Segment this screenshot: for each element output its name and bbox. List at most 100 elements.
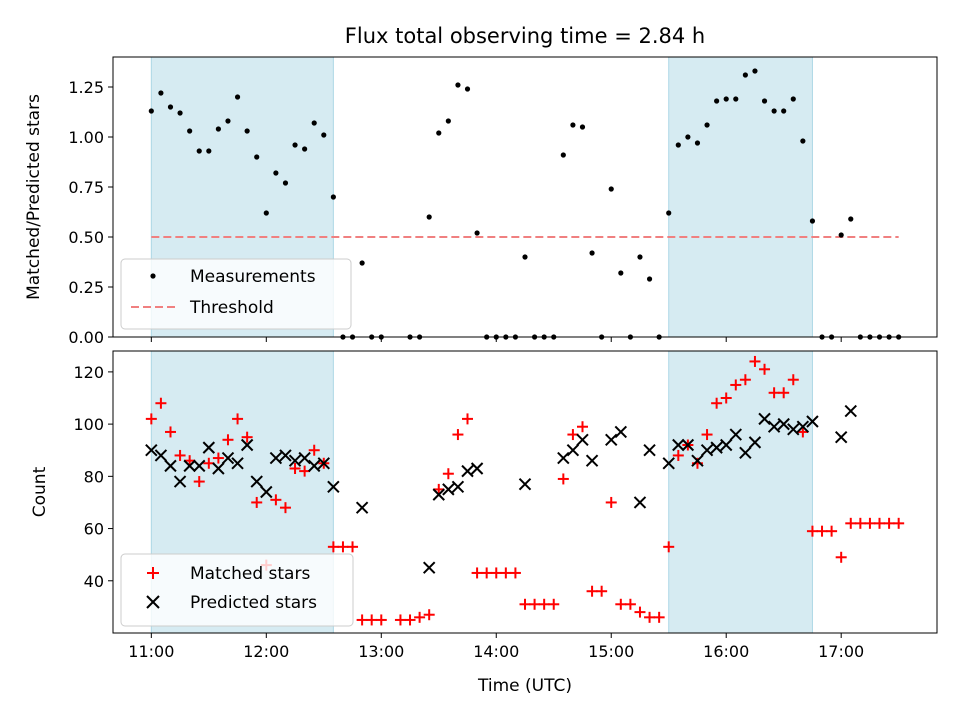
marker-stroke: [154, 449, 168, 462]
marker-stroke: [442, 483, 455, 496]
matched-star-point: [442, 468, 454, 480]
predicted-star-point: [672, 438, 685, 452]
measurement-point: [637, 254, 643, 260]
matched-star-point: [576, 421, 588, 433]
matched-star-point: [529, 598, 541, 610]
measurement-point: [464, 86, 471, 92]
marker-stroke: [221, 451, 235, 465]
predicted-star-point: [250, 475, 263, 488]
marker-stroke: [806, 415, 819, 428]
predicted-star-point: [557, 451, 570, 465]
matched-star-point: [672, 449, 684, 461]
matched-star-point: [615, 598, 627, 610]
predicted-star-point: [643, 444, 656, 457]
marker-stroke: [844, 404, 857, 418]
matched-star-point: [404, 614, 416, 626]
x-tick-label: 14:00: [473, 642, 519, 661]
matched-star-point: [720, 392, 732, 404]
matched-star-point: [155, 397, 167, 409]
measurement-point: [781, 108, 787, 114]
matched-star-point: [826, 525, 838, 537]
measurement-point: [579, 124, 586, 130]
matched-star-point: [375, 614, 387, 626]
matched-star-point: [193, 476, 205, 488]
predicted-star-point: [164, 459, 177, 473]
matched-star-point: [232, 413, 244, 425]
measurement-point: [302, 146, 308, 152]
marker-stroke: [250, 475, 263, 488]
matched-star-point: [433, 483, 445, 495]
matched-star-point: [471, 567, 483, 579]
marker-stroke: [145, 444, 158, 457]
top-y-axis-label: Matched/Predicted stars: [24, 94, 44, 300]
predicted-star-point: [470, 462, 484, 475]
predicted-star-point: [269, 451, 283, 465]
marker-stroke: [461, 464, 474, 478]
y-tick-label: 1.00: [68, 128, 104, 147]
x-tick-label: 17:00: [818, 642, 864, 661]
matched-star-point: [701, 429, 713, 441]
predicted-star-point: [662, 457, 675, 470]
measurement-point: [838, 232, 844, 238]
marker-stroke: [288, 454, 302, 467]
measurement-point: [570, 122, 576, 128]
measurement-point: [445, 118, 451, 124]
measurement-point: [455, 82, 461, 88]
predicted-star-point: [605, 433, 618, 446]
matched-star-point: [519, 598, 531, 610]
predicted-star-point: [317, 457, 330, 470]
measurement-point: [263, 210, 269, 216]
legend-measurements-label: Measurements: [190, 267, 316, 287]
matched-star-point: [845, 517, 857, 529]
matched-star-point: [452, 429, 464, 441]
matched-star-point: [164, 426, 176, 438]
measurement-point: [426, 214, 432, 220]
matched-star-point: [864, 517, 876, 529]
marker-stroke: [787, 423, 800, 436]
measurement-point: [292, 142, 298, 148]
legend-predicted-label: Predicted stars: [190, 593, 317, 613]
y-tick-label: 80: [84, 467, 104, 486]
measurement-point: [742, 72, 748, 78]
predicted-star-point: [681, 438, 695, 452]
marker-stroke: [518, 477, 532, 491]
marker-stroke: [269, 451, 283, 465]
marker-stroke: [231, 457, 244, 470]
marker-stroke: [260, 485, 273, 499]
measurement-point: [206, 148, 212, 154]
matched-star-point: [500, 567, 512, 579]
predicted-star-point: [308, 459, 321, 473]
predicted-star-point: [720, 438, 733, 452]
marker-stroke: [672, 438, 685, 452]
matched-star-point: [749, 355, 761, 367]
predicted-star-point: [355, 501, 369, 514]
predicted-star-point: [691, 454, 704, 467]
matched-star-point: [327, 541, 339, 553]
matched-star-point: [816, 525, 828, 537]
matched-star-point: [586, 585, 598, 597]
marker-stroke: [183, 459, 196, 473]
measurement-point: [848, 216, 854, 222]
measurement-point: [694, 140, 701, 146]
matched-star-point: [605, 496, 617, 508]
measurement-point: [254, 154, 260, 160]
measurement-point: [311, 120, 317, 126]
marker-stroke: [662, 457, 675, 470]
predicted-star-point: [432, 488, 445, 501]
predicted-star-point: [614, 425, 628, 439]
marker-stroke: [758, 412, 771, 426]
predicted-star-point: [260, 485, 273, 499]
predicted-star-point: [221, 451, 235, 465]
matched-star-point: [212, 452, 224, 464]
y-tick-label: 40: [84, 572, 104, 591]
predicted-star-point: [240, 438, 254, 452]
measurement-point: [474, 230, 480, 236]
matched-star-point: [624, 598, 636, 610]
marker-stroke: [432, 488, 445, 501]
matched-star-point: [270, 494, 282, 506]
matched-star-point: [663, 541, 675, 553]
matched-star-point: [596, 585, 608, 597]
measurement-point: [167, 104, 174, 110]
bottom-legend-box: [120, 553, 354, 627]
